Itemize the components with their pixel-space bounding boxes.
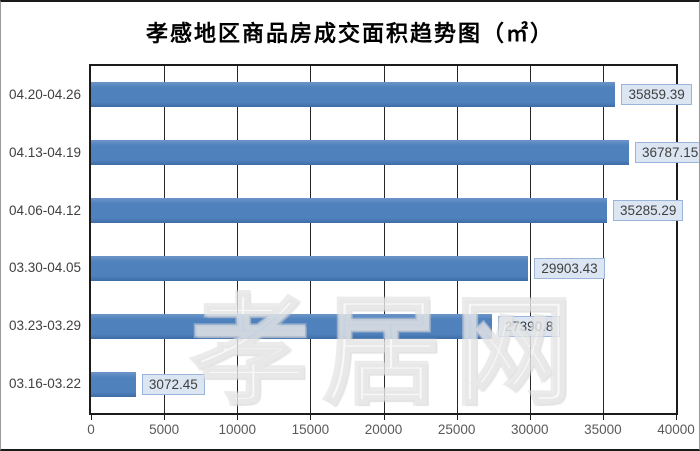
value-label: 36787.15 [635, 142, 699, 164]
category-label: 04.06-04.12 [8, 202, 81, 218]
bars-layer: 35859.39 36787.15 35285.29 29903.43 27390.8 3… [91, 66, 699, 413]
x-axis-label: 30000 [510, 422, 549, 437]
value-label: 27390.8 [497, 315, 561, 337]
gridline [383, 66, 385, 413]
category-label: 03.23-03.29 [8, 318, 81, 334]
gridline [237, 66, 239, 413]
gridline [529, 66, 531, 413]
x-axis-label: 35000 [584, 422, 622, 437]
x-axis-label: 40000 [657, 422, 695, 437]
bar [91, 140, 629, 166]
x-axis-tick [529, 415, 531, 420]
x-axis-label: 20000 [364, 422, 403, 437]
category-label: 03.16-03.22 [8, 376, 81, 392]
value-label: 35285.29 [613, 200, 684, 222]
gridline [310, 66, 312, 413]
x-axis-label: 10000 [218, 422, 257, 437]
bar [91, 371, 136, 397]
category-label: 03.30-04.05 [8, 260, 81, 276]
gridlines-layer [91, 66, 676, 413]
x-axis-tick [237, 415, 239, 420]
bar [91, 82, 616, 108]
x-axis-tick [164, 415, 166, 420]
chart-title: 孝感地区商品房成交面积趋势图（㎡） [145, 21, 554, 47]
x-axis-tick [383, 415, 385, 420]
value-label: 35859.39 [621, 84, 692, 106]
gridline [456, 66, 458, 413]
plot-area: 35859.39 36787.15 35285.29 29903.43 27390.8 3… [89, 64, 699, 423]
bar [91, 255, 529, 281]
x-axis-tick [310, 415, 312, 420]
x-axis-label: 5000 [149, 422, 180, 437]
x-axis-tick [91, 415, 92, 420]
value-label: 29903.43 [534, 257, 605, 279]
x-axis-tick [676, 415, 677, 420]
gridline [164, 66, 166, 413]
x-axis-label: 15000 [291, 422, 330, 437]
category-label: 04.13-04.19 [8, 144, 81, 160]
x-axis-label: 25000 [437, 422, 476, 437]
x-axis-tick [456, 415, 458, 420]
x-axis-tick [602, 415, 604, 420]
bar [91, 198, 608, 224]
bar [91, 313, 492, 339]
x-axis-label: 0 [87, 422, 95, 437]
gridline [602, 66, 604, 413]
value-label: 3072.45 [141, 373, 205, 395]
category-label: 04.20-04.26 [8, 86, 81, 102]
